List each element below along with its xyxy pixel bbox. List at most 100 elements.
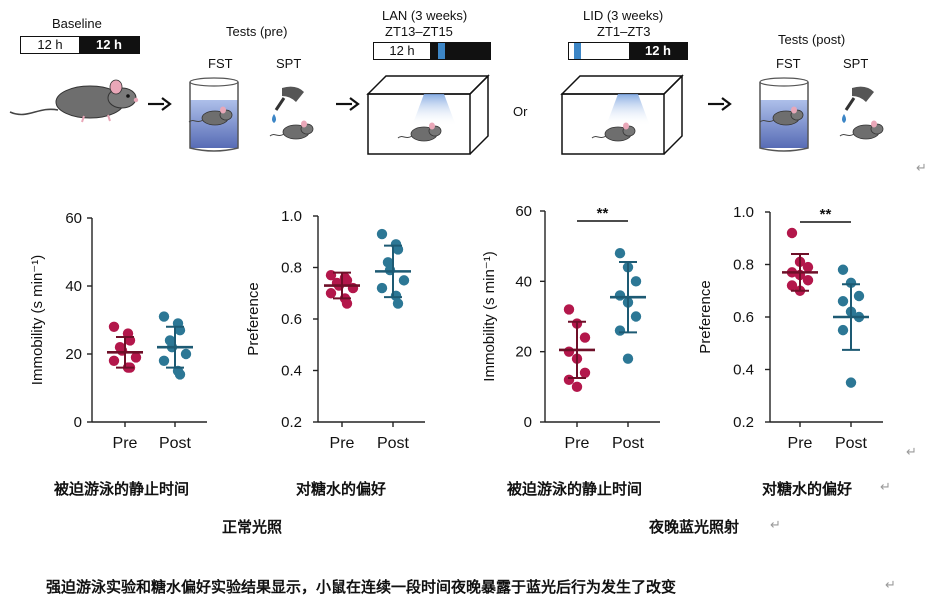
data-point	[630, 311, 642, 322]
data-point	[174, 369, 186, 380]
or-label: Or	[513, 104, 528, 119]
baseline-dark-label: 12 h	[79, 37, 139, 53]
chart-normal-spt: 0.2 0.4 0.6 0.8 1.0 Preference Pre Post	[245, 208, 425, 452]
tests-pre-spt-label: SPT	[276, 56, 302, 71]
data-point	[341, 298, 353, 309]
return-mark: ↵	[880, 479, 891, 494]
data-point	[563, 374, 575, 385]
data-point	[376, 228, 388, 240]
data-point	[614, 290, 626, 301]
data-point	[392, 244, 404, 255]
y-tick-label: 0.4	[281, 363, 302, 380]
data-point	[341, 275, 353, 286]
y-tick-label: 20	[65, 346, 82, 363]
x-tick-label: Post	[159, 435, 192, 452]
tests-post-fst-label: FST	[776, 56, 801, 71]
lid-light-bar: 12 h	[568, 42, 688, 60]
y-tick-label: 1.0	[281, 208, 302, 225]
data-point	[571, 381, 583, 393]
x-tick-label: Pre	[788, 435, 813, 452]
x-tick-label: Post	[835, 435, 868, 452]
y-tick-label: 0.6	[281, 311, 302, 328]
lid-title: LID (3 weeks)	[583, 8, 664, 23]
baseline-light-label: 12 h	[21, 37, 79, 53]
caption-normal-fst: 被迫游泳的静止时间	[54, 480, 190, 498]
lan-title: LAN (3 weeks)	[382, 8, 468, 23]
data-point	[614, 325, 626, 336]
protocol-diagram: ↵	[9, 75, 927, 175]
data-point	[158, 355, 170, 366]
y-tick-label: 0	[524, 414, 532, 431]
y-tick-label: 0.8	[281, 260, 302, 277]
y-tick-label: 0.2	[281, 414, 302, 431]
y-tick-label: 40	[515, 273, 532, 290]
data-point	[802, 261, 814, 273]
caption-lid-spt: 对糖水的偏好	[762, 480, 853, 498]
y-tick-label: 0.4	[733, 362, 754, 379]
data-point	[158, 311, 170, 322]
data-point	[398, 275, 410, 286]
data-point	[325, 288, 337, 299]
results-charts: 0 20 40 60 Immobility (s min⁻¹) Pre Post 0.2 0.4…	[29, 203, 917, 459]
baseline-title: Baseline	[52, 16, 102, 31]
significance-label: **	[820, 206, 832, 223]
caption-normal-spt: 对糖水的偏好	[296, 480, 387, 498]
data-point	[622, 353, 634, 364]
y-tick-label: 40	[65, 278, 82, 295]
y-tick-label: 0.2	[733, 414, 754, 431]
group-label-normal: 正常光照	[222, 518, 283, 536]
data-point	[786, 227, 798, 239]
y-axis-label: Immobility (s min⁻¹)	[481, 251, 498, 381]
data-point	[579, 332, 591, 343]
data-point	[614, 248, 626, 259]
y-tick-label: 0.8	[733, 257, 754, 274]
baseline-light-bar: 12 h 12 h	[20, 36, 140, 54]
data-point	[130, 352, 142, 363]
tests-pre-fst-label: FST	[208, 56, 233, 71]
y-tick-label: 60	[65, 210, 82, 227]
return-mark: ↵	[885, 577, 896, 592]
return-mark: ↵	[906, 444, 917, 459]
data-point	[837, 264, 849, 275]
data-point	[563, 304, 575, 315]
group-label-lid: 夜晚蓝光照射	[649, 518, 740, 536]
y-tick-label: 1.0	[733, 204, 754, 221]
lid-bar-label: 12 h	[644, 43, 671, 58]
x-tick-label: Post	[377, 435, 410, 452]
lan-bar-label: 12 h	[374, 43, 430, 59]
data-point	[786, 280, 798, 291]
y-tick-label: 0	[74, 414, 82, 431]
data-point	[853, 290, 865, 302]
svg-text:↵: ↵	[916, 160, 927, 175]
x-tick-label: Pre	[565, 435, 590, 452]
data-point	[108, 355, 120, 366]
chart-lid-spt: 0.2 0.4 0.6 0.8 1.0 Preference Pre Post **	[697, 204, 883, 452]
y-axis-label: Preference	[697, 280, 714, 353]
data-point	[845, 277, 857, 289]
x-tick-label: Pre	[330, 435, 355, 452]
y-tick-label: 0.6	[733, 309, 754, 326]
lid-blue-pulse	[574, 43, 581, 59]
data-point	[108, 321, 120, 332]
data-point	[563, 346, 575, 357]
y-axis-label: Preference	[245, 282, 262, 355]
data-point	[837, 324, 849, 336]
tests-post-spt-label: SPT	[843, 56, 869, 71]
data-point	[630, 276, 642, 287]
data-point	[579, 367, 591, 378]
data-point	[845, 377, 857, 388]
y-tick-label: 60	[515, 203, 532, 220]
tests-post-title: Tests (post)	[778, 32, 846, 47]
data-point	[837, 296, 849, 307]
lan-light-bar: 12 h	[373, 42, 491, 60]
lan-window: ZT13–ZT15	[385, 24, 453, 39]
data-point	[180, 348, 192, 360]
chart-normal-fst: 0 20 40 60 Immobility (s min⁻¹) Pre Post	[29, 210, 207, 452]
significance-label: **	[597, 205, 609, 222]
return-mark: ↵	[770, 517, 781, 532]
x-tick-label: Post	[612, 435, 645, 452]
data-point	[376, 282, 388, 294]
data-point	[802, 275, 814, 286]
caption-lid-fst: 被迫游泳的静止时间	[507, 480, 643, 498]
summary-text: 强迫游泳实验和糖水偏好实验结果显示，小鼠在连续一段时间夜晚暴露于蓝光后行为发生了…	[46, 578, 677, 596]
